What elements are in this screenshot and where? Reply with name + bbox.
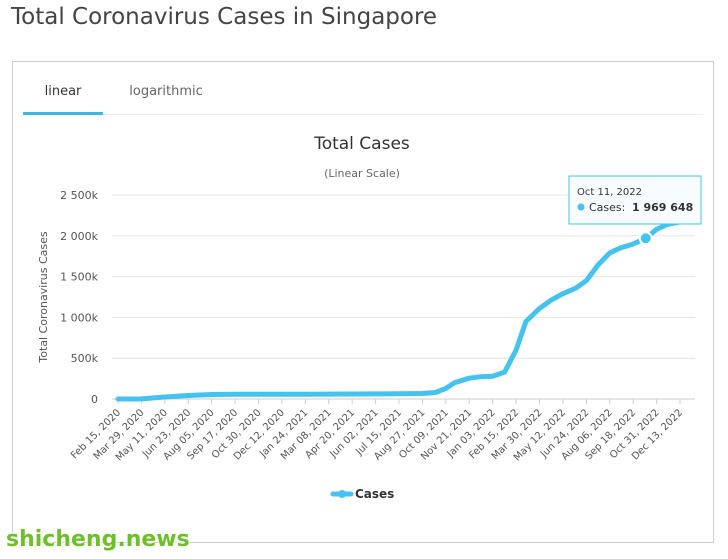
y-tick-label: 0 bbox=[91, 393, 98, 406]
tab-logarithmic[interactable]: logarithmic bbox=[129, 84, 203, 99]
y-tick-label: 1 000k bbox=[60, 311, 98, 324]
tooltip-box bbox=[568, 175, 702, 225]
y-tick-label: 1 500k bbox=[60, 271, 98, 284]
legend-marker bbox=[338, 490, 346, 498]
series-cases bbox=[115, 217, 695, 402]
chart-card: linear logarithmic bbox=[12, 61, 714, 543]
data-tooltip: Oct 11, 2022 Cases: 1 969 648 bbox=[568, 175, 702, 225]
tooltip-series-label: Cases: bbox=[589, 201, 625, 214]
tooltip-value: 1 969 648 bbox=[632, 201, 693, 214]
highlighted-point bbox=[638, 231, 653, 246]
chart-title: Total Cases bbox=[313, 134, 410, 154]
y-tick-label: 500k bbox=[71, 352, 99, 365]
y-axis-ticks: 0 500k 1 000k 1 500k 2 000k 2 500k bbox=[60, 189, 98, 406]
tooltip-date: Oct 11, 2022 bbox=[577, 187, 642, 198]
legend[interactable]: Cases bbox=[330, 487, 394, 501]
tab-linear[interactable]: linear bbox=[23, 80, 103, 115]
scale-tabs: linear logarithmic bbox=[23, 80, 703, 115]
y-axis-label: Total Coronavirus Cases bbox=[37, 231, 50, 364]
page-title: Total Coronavirus Cases in Singapore bbox=[11, 4, 438, 30]
gridlines bbox=[112, 194, 695, 400]
y-tick-label: 2 500k bbox=[60, 189, 98, 202]
y-tick-label: 2 000k bbox=[60, 230, 98, 243]
series-line bbox=[115, 217, 695, 402]
watermark: shicheng.news bbox=[6, 527, 190, 552]
legend-label: Cases bbox=[355, 487, 394, 501]
tooltip-series-dot bbox=[577, 203, 585, 211]
chart-subtitle: (Linear Scale) bbox=[324, 167, 400, 180]
